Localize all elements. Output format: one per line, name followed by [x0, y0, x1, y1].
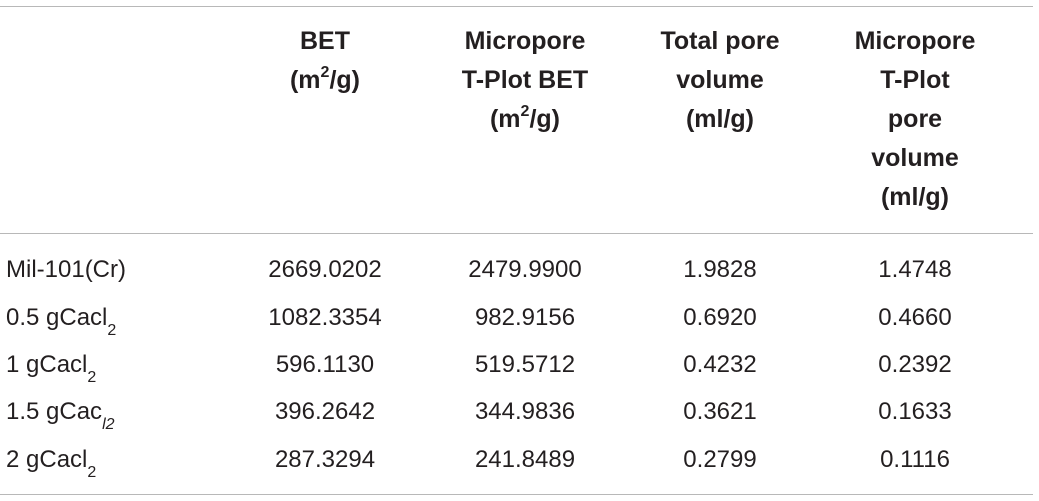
- row-label-text: 1.5 gCac: [6, 398, 103, 425]
- cell-micro-pore: 0.1116: [880, 446, 950, 473]
- header-bet-unit-a: (m: [289, 66, 321, 94]
- header-bet-line-2: (m2/g): [255, 61, 395, 100]
- row-label-text: 0.5 gCacl: [6, 304, 108, 331]
- header-micro-pore-line-2: T-Plot: [880, 66, 950, 94]
- cell-micro-pore: 0.1633: [878, 398, 952, 425]
- cell-bet: 596.1130: [275, 351, 375, 378]
- header-micropore-tplot-pore-volume: Micropore T-Plot pore volume (ml/g): [820, 22, 1010, 217]
- row-label: Mil-101(Cr): [6, 246, 126, 293]
- header-micropore-tplot-bet: Micropore T-Plot BET (m2/g): [430, 22, 620, 139]
- cell-micro-pore: 0.4660: [878, 304, 952, 331]
- row-label: 1 gCacl2: [6, 341, 96, 388]
- cell-total-pore: 0.3621: [683, 398, 757, 425]
- row-label: 2 gCacl2: [6, 436, 96, 483]
- row-label-sub: 2: [107, 321, 117, 339]
- table-row: 2 gCacl2 287.3294 241.8489 0.2799 0.1116: [0, 436, 1039, 483]
- table-row: 0.5 gCacl2 1082.3354 982.9156 0.6920 0.4…: [0, 294, 1039, 341]
- header-total-pore-line-3: (ml/g): [685, 105, 755, 133]
- header-total-pore-line-2: volume: [676, 66, 764, 94]
- cell-tplot-bet: 982.9156: [474, 304, 576, 331]
- header-micro-pore-line-4: volume: [871, 144, 959, 172]
- header-bet-unit-b: /g): [329, 66, 360, 94]
- cell-tplot-bet: 241.8489: [474, 446, 576, 473]
- header-micro-pore-line-3: pore: [887, 105, 943, 133]
- header-total-pore-volume: Total pore volume (ml/g): [635, 22, 805, 139]
- header-tplot-bet-line-2: T-Plot BET: [461, 66, 589, 94]
- bottom-rule: [0, 494, 1033, 495]
- cell-micro-pore: 0.2392: [878, 351, 952, 378]
- cell-bet: 396.2642: [274, 398, 376, 425]
- cell-tplot-bet: 344.9836: [474, 398, 576, 425]
- row-label-text: 1 gCacl: [6, 351, 88, 378]
- table-row: 1.5 gCacl2 396.2642 344.9836 0.3621 0.16…: [0, 388, 1039, 435]
- header-tplot-bet-unit-sup: 2: [520, 102, 530, 120]
- cell-bet: 2669.0202: [268, 256, 382, 283]
- cell-total-pore: 0.2799: [683, 446, 757, 473]
- header-rule: [0, 233, 1033, 234]
- header-tplot-bet-unit-a: (m: [489, 105, 521, 133]
- row-label: 0.5 gCacl2: [6, 294, 116, 341]
- row-label-text: 2 gCacl: [6, 446, 88, 473]
- row-label-sub: l2: [102, 415, 115, 433]
- header-micro-pore-line-1: Micropore: [854, 27, 976, 55]
- header-bet-line-1: BET: [300, 27, 350, 55]
- top-rule: [0, 6, 1033, 7]
- cell-tplot-bet: 2479.9900: [468, 256, 582, 283]
- cell-total-pore: 0.6920: [683, 304, 757, 331]
- table-row: 1 gCacl2 596.1130 519.5712 0.4232 0.2392: [0, 341, 1039, 388]
- cell-total-pore: 1.9828: [683, 256, 757, 283]
- header-tplot-bet-line-1: Micropore: [464, 27, 586, 55]
- header-tplot-bet-line-3: (m2/g): [430, 100, 620, 139]
- cell-bet: 1082.3354: [268, 304, 382, 331]
- header-tplot-bet-unit-b: /g): [529, 105, 560, 133]
- cell-tplot-bet: 519.5712: [474, 351, 576, 378]
- row-label: 1.5 gCacl2: [6, 388, 115, 435]
- cell-bet: 287.3294: [274, 446, 376, 473]
- row-label-sub: 2: [87, 463, 97, 481]
- row-label-sub: 2: [87, 368, 97, 386]
- header-bet: BET (m2/g): [255, 22, 395, 100]
- row-label-text: Mil-101(Cr): [6, 256, 126, 283]
- cell-total-pore: 0.4232: [683, 351, 757, 378]
- table-row: Mil-101(Cr) 2669.0202 2479.9900 1.9828 1…: [0, 246, 1039, 293]
- header-total-pore-line-1: Total pore: [660, 27, 780, 55]
- header-bet-unit-sup: 2: [320, 63, 330, 81]
- header-micro-pore-line-5: (ml/g): [880, 183, 950, 211]
- cell-micro-pore: 1.4748: [878, 256, 952, 283]
